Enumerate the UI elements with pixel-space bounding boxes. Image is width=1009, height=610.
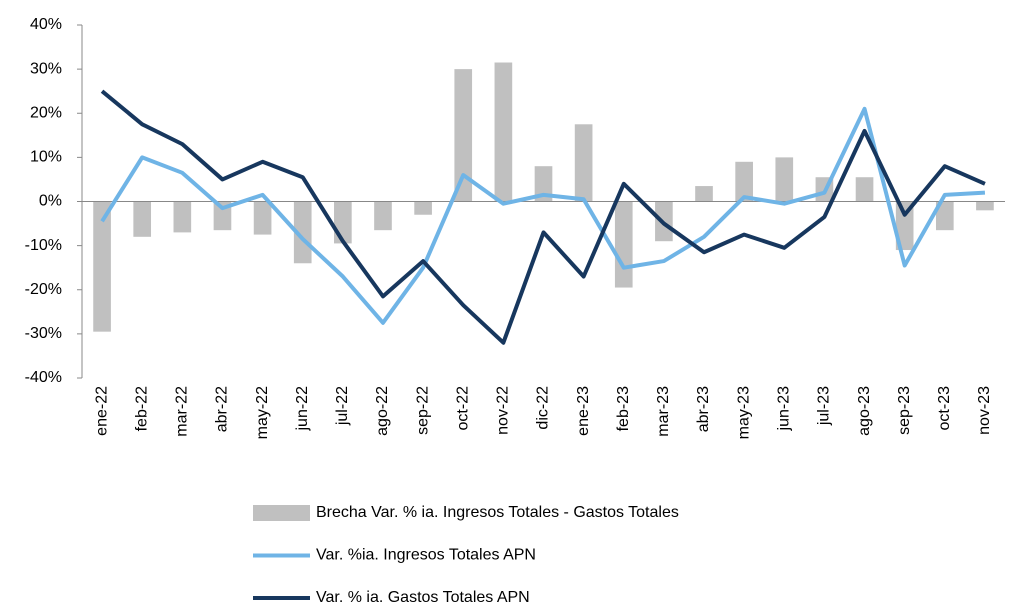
y-tick-label: 30%	[30, 60, 62, 77]
y-tick-label: 40%	[30, 16, 62, 33]
y-tick-label: 10%	[30, 149, 62, 166]
x-tick-label: nov-23	[976, 386, 993, 435]
bar	[735, 161, 753, 202]
x-tick-label: mar-22	[174, 386, 191, 437]
x-tick-label: jul-23	[816, 386, 833, 426]
x-tick-label: feb-23	[615, 386, 632, 431]
y-tick-label: 20%	[30, 104, 62, 121]
x-tick-label: sep-23	[896, 386, 913, 435]
x-tick-label: feb-22	[133, 386, 150, 431]
x-tick-label: jun-22	[294, 386, 311, 432]
x-tick-label: may-22	[254, 386, 271, 439]
legend-label: Var. % ia. Gastos Totales APN	[316, 589, 530, 606]
legend-swatch	[253, 505, 310, 521]
bar	[574, 124, 593, 202]
x-tick-label: may-23	[735, 386, 752, 439]
x-tick-label: nov-22	[495, 386, 512, 435]
bar	[976, 201, 994, 211]
bar	[855, 177, 874, 202]
y-tick-label: -10%	[25, 237, 62, 254]
bar	[494, 62, 513, 202]
x-tick-label: ene-22	[93, 386, 110, 436]
bar	[253, 201, 272, 235]
x-tick-label: ago-23	[856, 386, 873, 436]
x-tick-label: abr-22	[214, 386, 231, 432]
bar	[374, 201, 392, 231]
bar	[454, 69, 473, 202]
line	[100, 106, 986, 325]
bar	[614, 201, 633, 288]
bar	[534, 166, 553, 202]
legend-label: Brecha Var. % ia. Ingresos Totales - Gas…	[316, 504, 679, 521]
x-tick-label: abr-23	[695, 386, 712, 432]
x-tick-label: sep-22	[414, 386, 431, 435]
line	[100, 89, 986, 345]
x-tick-label: ene-23	[575, 386, 592, 436]
bar	[334, 201, 352, 244]
bar	[93, 201, 111, 332]
x-tick-label: oct-23	[936, 386, 953, 431]
legend-label: Var. %ia. Ingresos Totales APN	[316, 547, 536, 564]
x-tick-label: ago-22	[374, 386, 391, 436]
bar	[414, 201, 432, 215]
x-tick-label: dic-22	[535, 386, 552, 430]
bar	[935, 201, 954, 231]
y-tick-label: -40%	[25, 369, 62, 386]
y-tick-label: 0%	[39, 193, 62, 210]
y-tick-label: -20%	[25, 281, 62, 298]
x-tick-label: mar-23	[655, 386, 672, 437]
bar	[695, 186, 713, 202]
x-tick-label: jul-22	[334, 386, 351, 426]
bar	[133, 201, 152, 237]
y-tick-label: -30%	[25, 325, 62, 342]
bar	[293, 201, 312, 264]
bar	[895, 201, 914, 251]
x-tick-label: jun-23	[776, 386, 793, 432]
bar	[173, 201, 192, 233]
bar	[775, 157, 794, 202]
x-tick-label: oct-22	[454, 386, 471, 431]
